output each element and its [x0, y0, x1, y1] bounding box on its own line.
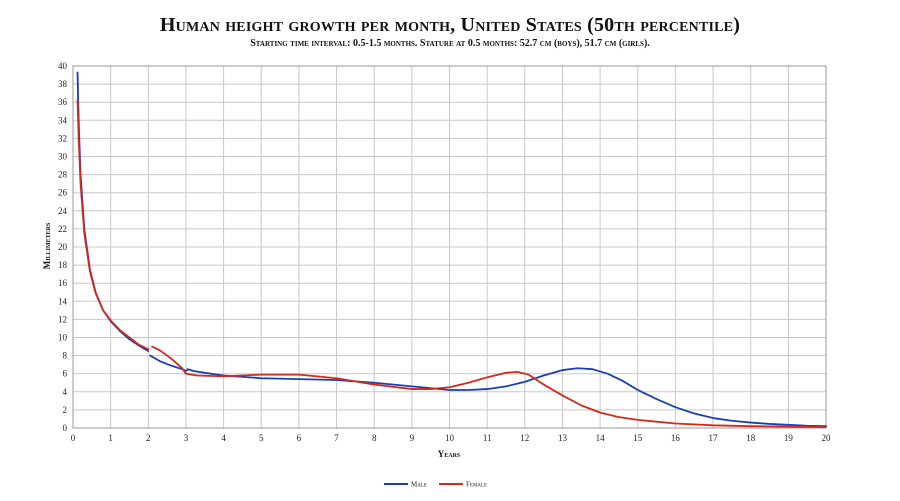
x-tick-label: 2 [146, 433, 151, 443]
x-tick-label: 18 [746, 433, 756, 443]
x-tick-label: 0 [71, 433, 76, 443]
y-tick-label: 30 [58, 152, 68, 162]
y-tick-label: 36 [58, 97, 68, 107]
x-tick-label: 11 [483, 433, 492, 443]
chart-title: Human height growth per month, United St… [159, 14, 741, 36]
y-tick-label: 10 [58, 333, 68, 343]
x-tick-label: 20 [822, 433, 832, 443]
y-tick-label: 18 [58, 260, 68, 270]
y-tick-label: 20 [58, 242, 68, 252]
y-tick-label: 4 [63, 387, 68, 397]
x-tick-label: 7 [334, 433, 339, 443]
series-line-male-0 [76, 71, 150, 352]
x-tick-label: 8 [372, 433, 377, 443]
legend: Male Female [384, 481, 487, 489]
series-line-female-0 [76, 98, 150, 351]
plot-frame [72, 65, 827, 429]
legend-label-female: Female [466, 481, 487, 489]
x-tick-label: 16 [671, 433, 681, 443]
y-tick-label: 16 [58, 278, 68, 288]
y-tick-label: 28 [58, 170, 68, 180]
x-tick-label: 3 [184, 433, 189, 443]
x-tick-label: 15 [633, 433, 643, 443]
y-tick-label: 6 [63, 369, 68, 379]
y-tick-label: 8 [63, 351, 68, 361]
chart-subtitle: Starting time interval: 0.5-1.5 months. … [250, 38, 650, 49]
y-tick-label: 24 [58, 206, 68, 216]
x-tick-label: 4 [221, 433, 226, 443]
x-tick-label: 12 [520, 433, 529, 443]
series-lines [76, 71, 827, 428]
x-tick-label: 6 [297, 433, 302, 443]
y-tick-label: 14 [58, 296, 68, 306]
x-tick-label: 9 [410, 433, 415, 443]
y-tick-label: 32 [58, 133, 67, 143]
y-tick-label: 26 [58, 188, 68, 198]
y-tick-label: 12 [58, 314, 67, 324]
x-tick-label: 1 [108, 433, 113, 443]
x-tick-label: 10 [445, 433, 455, 443]
y-tick-label: 40 [58, 61, 68, 71]
y-axis-label: Millimeters [42, 222, 52, 269]
y-tick-label: 2 [63, 405, 68, 415]
y-tick-label: 38 [58, 79, 68, 89]
legend-label-male: Male [411, 481, 427, 489]
series-line-female-1 [151, 345, 827, 428]
x-tick-label: 5 [259, 433, 264, 443]
y-tick-label: 34 [58, 115, 68, 125]
series-line-male-1 [149, 354, 827, 428]
y-tick-label: 0 [63, 423, 68, 433]
x-tick-label: 14 [596, 433, 606, 443]
x-axis-label: Years [438, 449, 461, 459]
x-tick-label: 17 [709, 433, 719, 443]
x-tick-label: 19 [784, 433, 794, 443]
y-tick-label: 22 [58, 224, 67, 234]
x-tick-label: 13 [558, 433, 568, 443]
